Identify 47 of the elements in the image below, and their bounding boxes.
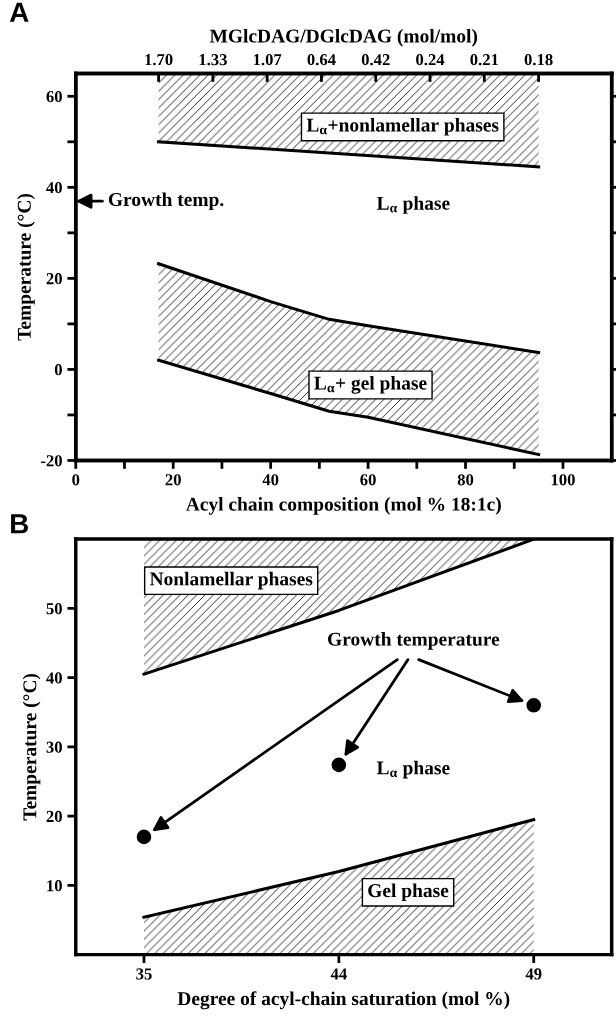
x-tick-label: 60 (360, 474, 376, 486)
line-series (157, 358, 541, 457)
y-tick-label: 60 (46, 90, 62, 103)
chart-title: B (11, 514, 29, 534)
y-tick-label: 20 (46, 273, 62, 285)
y-tick-label: 50 (46, 603, 62, 615)
chart-title: A (9, 2, 29, 22)
x-tick-label: 80 (457, 474, 474, 486)
x-axis-title: Acyl chain composition (mol % 18:1c) (185, 497, 501, 515)
point (526, 698, 542, 713)
x-tick-label: 100 (551, 474, 575, 486)
annotation: Nonlamellar phases (149, 571, 313, 590)
x-tick-label: 0 (72, 474, 80, 486)
x-tick-label: 40 (262, 474, 279, 486)
annotation: Growth temperature (328, 632, 500, 650)
annotation: L$_{α}$ phase (376, 760, 450, 779)
y-tick-label: 30 (46, 741, 62, 753)
x-tick-label: 35 (136, 968, 152, 980)
point (331, 757, 347, 773)
line-series (157, 262, 541, 355)
annotation: Growth temp. (108, 192, 224, 211)
y-tick-label: 20 (46, 810, 62, 823)
y-tick-label: 10 (47, 880, 62, 892)
x-tick-label: 49 (525, 968, 542, 980)
annotation: L$_{α}$+nonlamellar phases (306, 117, 499, 136)
x-tick-label: 44 (330, 968, 347, 980)
annotation: L$_{α}$ phase (376, 196, 450, 214)
text: 0.64 (307, 54, 336, 66)
text: 0.21 (470, 54, 499, 66)
text: 1.33 (199, 54, 227, 66)
text: 0.42 (361, 54, 390, 66)
y-axis-title: Temperature (°C) (22, 673, 41, 821)
text: 0.24 (416, 54, 445, 66)
x-axis-title: Degree of acyl-chain saturation (mol %) (177, 991, 510, 1010)
text: 1.07 (253, 54, 282, 66)
y-axis-title: Temperature (°C) (17, 194, 35, 341)
y-tick-label: 0 (54, 364, 62, 376)
text: 1.70 (145, 54, 173, 66)
annotation: L$_{α}$+ gel phase (314, 375, 427, 394)
x-tick-label: 20 (165, 474, 181, 486)
y-tick-label: 40 (46, 182, 62, 194)
point (136, 829, 152, 845)
x2-axis-title: MGlcDAG/DGlcDAG (mol/mol) (209, 28, 478, 47)
annotation: Gel phase (368, 883, 449, 902)
text: 0.18 (524, 54, 553, 66)
y-tick-label: 40 (46, 672, 62, 684)
y-tick-label: -20 (40, 455, 62, 467)
